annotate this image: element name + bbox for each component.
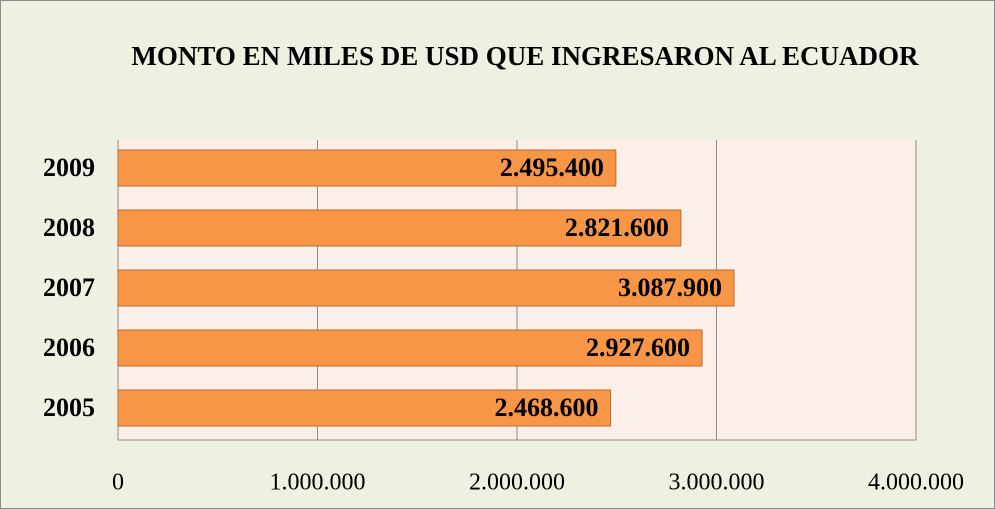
x-tick-label: 0 [112, 470, 124, 496]
data-label: 2.821.600 [565, 213, 669, 242]
data-label: 3.087.900 [618, 273, 722, 302]
x-tick-label: 2.000.000 [469, 470, 565, 496]
chart-title: MONTO EN MILES DE USD QUE INGRESARON AL … [131, 41, 919, 71]
data-label: 2.468.600 [494, 393, 598, 422]
bar [117, 269, 735, 307]
y-tick-label: 2007 [43, 273, 95, 302]
y-tick-label: 2005 [43, 393, 95, 422]
x-tick-label: 3.000.000 [669, 470, 765, 496]
y-tick-label: 2008 [43, 213, 95, 242]
bar [117, 329, 703, 367]
bar [117, 209, 682, 247]
bar [117, 149, 617, 187]
x-tick-label: 1.000.000 [270, 470, 366, 496]
y-tick-label: 2009 [43, 153, 95, 182]
x-tick-label: 4.000.000 [868, 470, 964, 496]
data-label: 2.927.600 [586, 333, 690, 362]
y-tick-label: 2006 [43, 333, 95, 362]
data-label: 2.495.400 [500, 153, 604, 182]
bar [117, 389, 611, 427]
